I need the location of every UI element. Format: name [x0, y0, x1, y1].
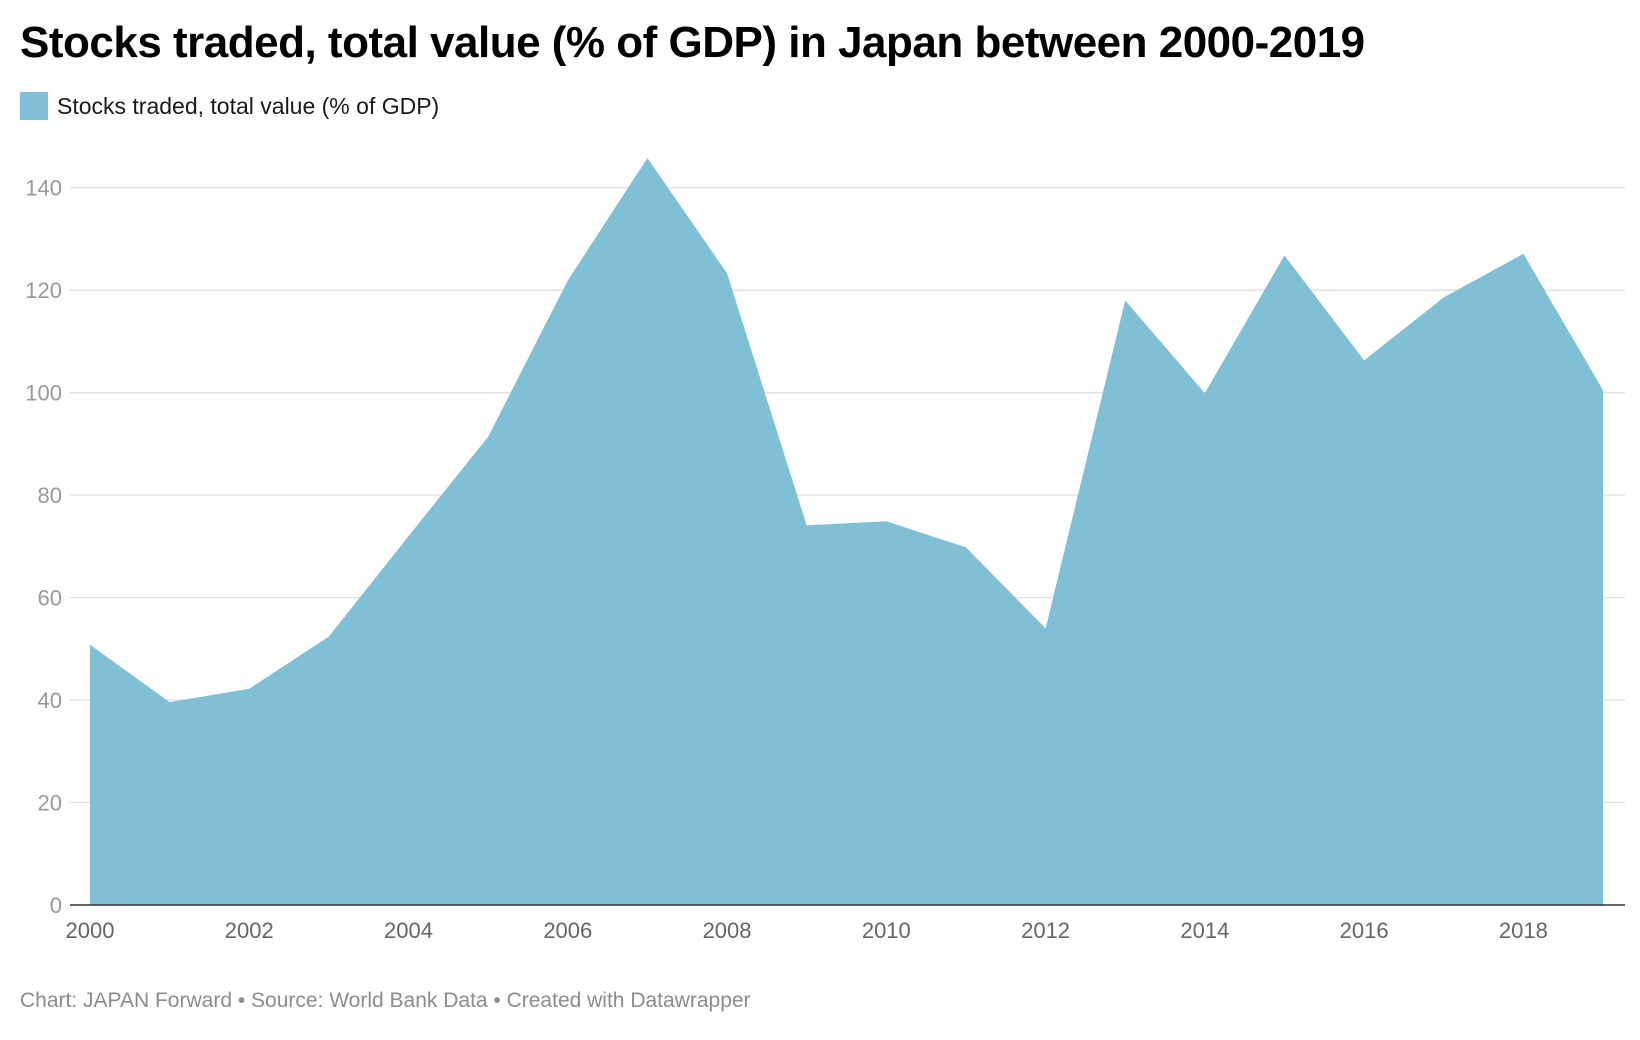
data-point-2004 [407, 535, 410, 538]
y-tick-label-20: 20 [38, 791, 62, 816]
data-point-2006 [566, 279, 569, 282]
y-tick-label-80: 80 [38, 483, 62, 508]
data-point-2019 [1602, 389, 1605, 392]
legend-label: Stocks traded, total value (% of GDP) [57, 92, 440, 119]
data-point-2003 [327, 635, 330, 638]
y-tick-label-40: 40 [38, 688, 62, 713]
y-tick-label-120: 120 [25, 278, 62, 303]
data-point-2007 [646, 157, 649, 160]
data-point-2011 [964, 546, 967, 549]
x-tick-label-2004: 2004 [384, 918, 433, 943]
axes: 0 20 40 60 80 100 120 140 2000 2002 2004 2006 2008 20… [25, 176, 1625, 943]
y-tick-label-140: 140 [25, 176, 62, 201]
data-point-2012 [1044, 627, 1047, 630]
y-tick-label-100: 100 [25, 381, 62, 406]
chart-title: Stocks traded, total value (% of GDP) in… [20, 18, 1365, 67]
data-point-2009 [805, 524, 808, 527]
data-point-2002 [248, 687, 251, 690]
data-point-2018 [1522, 252, 1525, 255]
chart-footer: Chart: JAPAN Forward • Source: World Ban… [20, 989, 751, 1012]
data-point-2013 [1124, 299, 1127, 302]
data-point-2005 [487, 435, 490, 438]
data-point-2000 [89, 643, 92, 646]
x-tick-label-2008: 2008 [703, 918, 752, 943]
legend-swatch [20, 92, 48, 120]
x-tick-label-2018: 2018 [1499, 918, 1548, 943]
data-point-2010 [885, 520, 888, 523]
x-tick-label-2012: 2012 [1021, 918, 1070, 943]
x-tick-label-2010: 2010 [862, 918, 911, 943]
data-point-2016 [1363, 359, 1366, 362]
area-series [89, 157, 1605, 905]
data-point-2001 [168, 701, 171, 704]
y-tick-label-60: 60 [38, 586, 62, 611]
x-tick-label-2016: 2016 [1340, 918, 1389, 943]
data-point-2014 [1203, 392, 1206, 395]
x-tick-label-2006: 2006 [543, 918, 592, 943]
data-point-2017 [1442, 296, 1445, 299]
data-point-2015 [1283, 254, 1286, 257]
legend: Stocks traded, total value (% of GDP) [20, 92, 439, 120]
x-tick-label-2014: 2014 [1180, 918, 1229, 943]
area-series-0 [90, 158, 1603, 905]
data-point-2008 [726, 272, 729, 275]
x-tick-label-2002: 2002 [225, 918, 274, 943]
y-tick-label-0: 0 [50, 893, 62, 918]
x-tick-label-2000: 2000 [66, 918, 115, 943]
